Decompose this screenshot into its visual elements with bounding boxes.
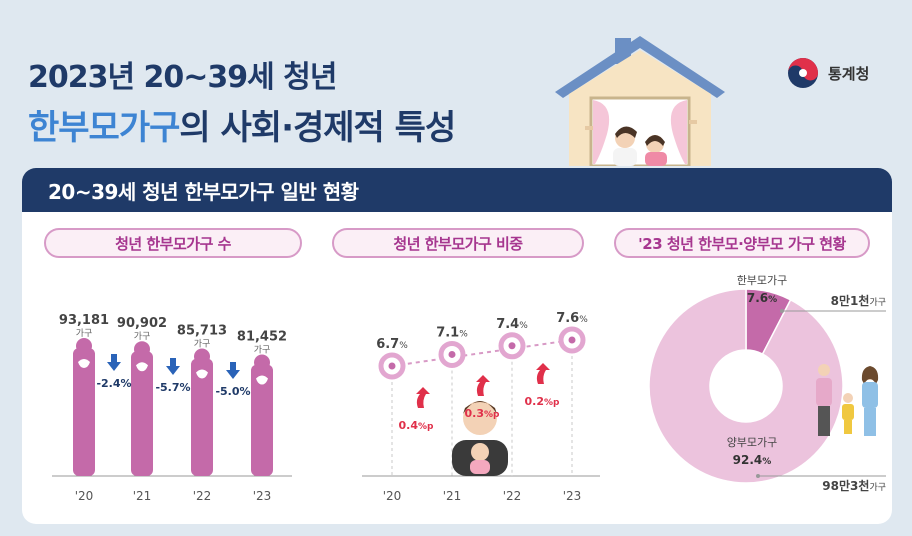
line-change-label: 0.3%p [465, 407, 501, 420]
bar-unit-label: 가구 [134, 331, 151, 342]
parent-face [463, 401, 497, 435]
line-chart: 6.7% '20 7.1% '21 7.4% '22 7.6% '23 0.4%p 0.3%p 0.… [362, 311, 600, 503]
line-value-label: 7.4% [496, 317, 528, 332]
logo-text: 통계청 [828, 64, 870, 83]
slice-leader-dot [756, 474, 760, 478]
baby-body [470, 460, 490, 474]
baby-face [471, 443, 489, 461]
bar-unit-label: 가구 [194, 339, 211, 350]
page-title-line1: 2023년 20~39세 청년 [28, 60, 337, 95]
down-arrow-icon [166, 358, 180, 375]
bar [131, 351, 153, 476]
trend-line [391, 339, 573, 367]
bar-change-label: -2.4% [96, 377, 131, 390]
bar [191, 358, 213, 476]
line-category-label: '22 [503, 489, 522, 503]
person-head-icon [134, 341, 150, 358]
pie-slice [648, 288, 844, 484]
bar-category-label: '21 [133, 489, 152, 503]
main-panel: 20~39세 청년 한부모가구 일반 현황 청년 한부모가구 수 청년 한부모가… [22, 168, 892, 524]
line-value-label: 6.7% [376, 337, 408, 352]
person-head-icon [194, 348, 210, 365]
bar-value-label: 85,713 [177, 324, 227, 339]
line-change-label: 0.2%p [525, 395, 561, 408]
father-head [818, 364, 830, 376]
bar-category-label: '20 [75, 489, 94, 503]
bar-unit-label: 가구 [254, 345, 271, 356]
slice-value-label: 7.6% [747, 291, 777, 305]
line-point [568, 336, 576, 344]
bar-value-label: 81,452 [237, 330, 287, 345]
line-value-label: 7.1% [436, 325, 468, 340]
taegeuk-icon [788, 58, 818, 88]
bar-value-label: 90,902 [117, 316, 167, 331]
mother-hair [861, 366, 879, 384]
baby-icon [196, 369, 208, 379]
baby-icon [256, 375, 268, 385]
parent-with-baby-illustration [452, 401, 508, 476]
slice-name-label: 양부모가구 [727, 436, 778, 449]
father-legs [818, 406, 830, 436]
parent-hair [463, 401, 497, 414]
line-chart-title: 청년 한부모가구 비중 [332, 228, 584, 258]
slice-leader-dot [780, 309, 784, 313]
slice-count-label: 8만1천가구 [831, 293, 886, 308]
slice-count-label: 98만3천가구 [822, 478, 886, 493]
slice-value-label: 92.4% [733, 453, 772, 467]
line-category-label: '20 [383, 489, 402, 503]
father-body [816, 378, 832, 406]
line-point [448, 350, 456, 358]
house-illustration [555, 36, 725, 166]
bar-chart: 93,181가구'2090,902가구'2185,713가구'2281,452가… [52, 313, 292, 503]
person-head-icon [76, 338, 92, 354]
bar [251, 364, 273, 476]
mother-legs [864, 408, 876, 436]
line-change-label: 0.4%p [399, 419, 435, 432]
page-title-line2: 한부모가구의 사회·경제적 특성 [28, 100, 456, 149]
line-point [388, 362, 396, 370]
line-category-label: '23 [563, 489, 582, 503]
section-header: 20~39세 청년 한부모가구 일반 현황 [22, 168, 892, 212]
bar-category-label: '23 [253, 489, 272, 503]
mother-body [862, 382, 878, 408]
page-title-accent: 한부모가구 [28, 108, 180, 148]
up-arrow-icon [416, 387, 430, 408]
up-arrow-icon [536, 363, 550, 384]
bar-category-label: '22 [193, 489, 212, 503]
bar-chart-title: 청년 한부모가구 수 [44, 228, 302, 258]
down-arrow-icon [226, 362, 240, 379]
bar [73, 348, 95, 476]
up-arrow-icon [476, 375, 490, 396]
baby-icon [78, 359, 90, 368]
family-illustration [816, 364, 879, 436]
down-arrow-icon [107, 354, 121, 371]
page-title-rest: 의 사회·경제적 특성 [179, 108, 456, 148]
statistics-korea-logo: 통계청 [786, 56, 869, 90]
child-head [843, 393, 853, 403]
bar-change-label: -5.7% [155, 381, 190, 394]
pie-chart-title: '23 청년 한부모·양부모 가구 현황 [614, 228, 870, 258]
child-legs [844, 420, 852, 434]
baby-icon [136, 362, 148, 372]
section-title: 20~39세 청년 한부모가구 일반 현황 [48, 179, 359, 204]
slice-name-label: 한부모가구 [737, 274, 788, 287]
bar-change-label: -5.0% [215, 385, 250, 398]
bar-value-label: 93,181 [59, 313, 109, 328]
bar-unit-label: 가구 [76, 328, 93, 339]
line-value-label: 7.6% [556, 311, 588, 326]
line-category-label: '21 [443, 489, 462, 503]
line-point [508, 342, 516, 350]
child-body [842, 404, 854, 420]
person-head-icon [254, 354, 270, 371]
